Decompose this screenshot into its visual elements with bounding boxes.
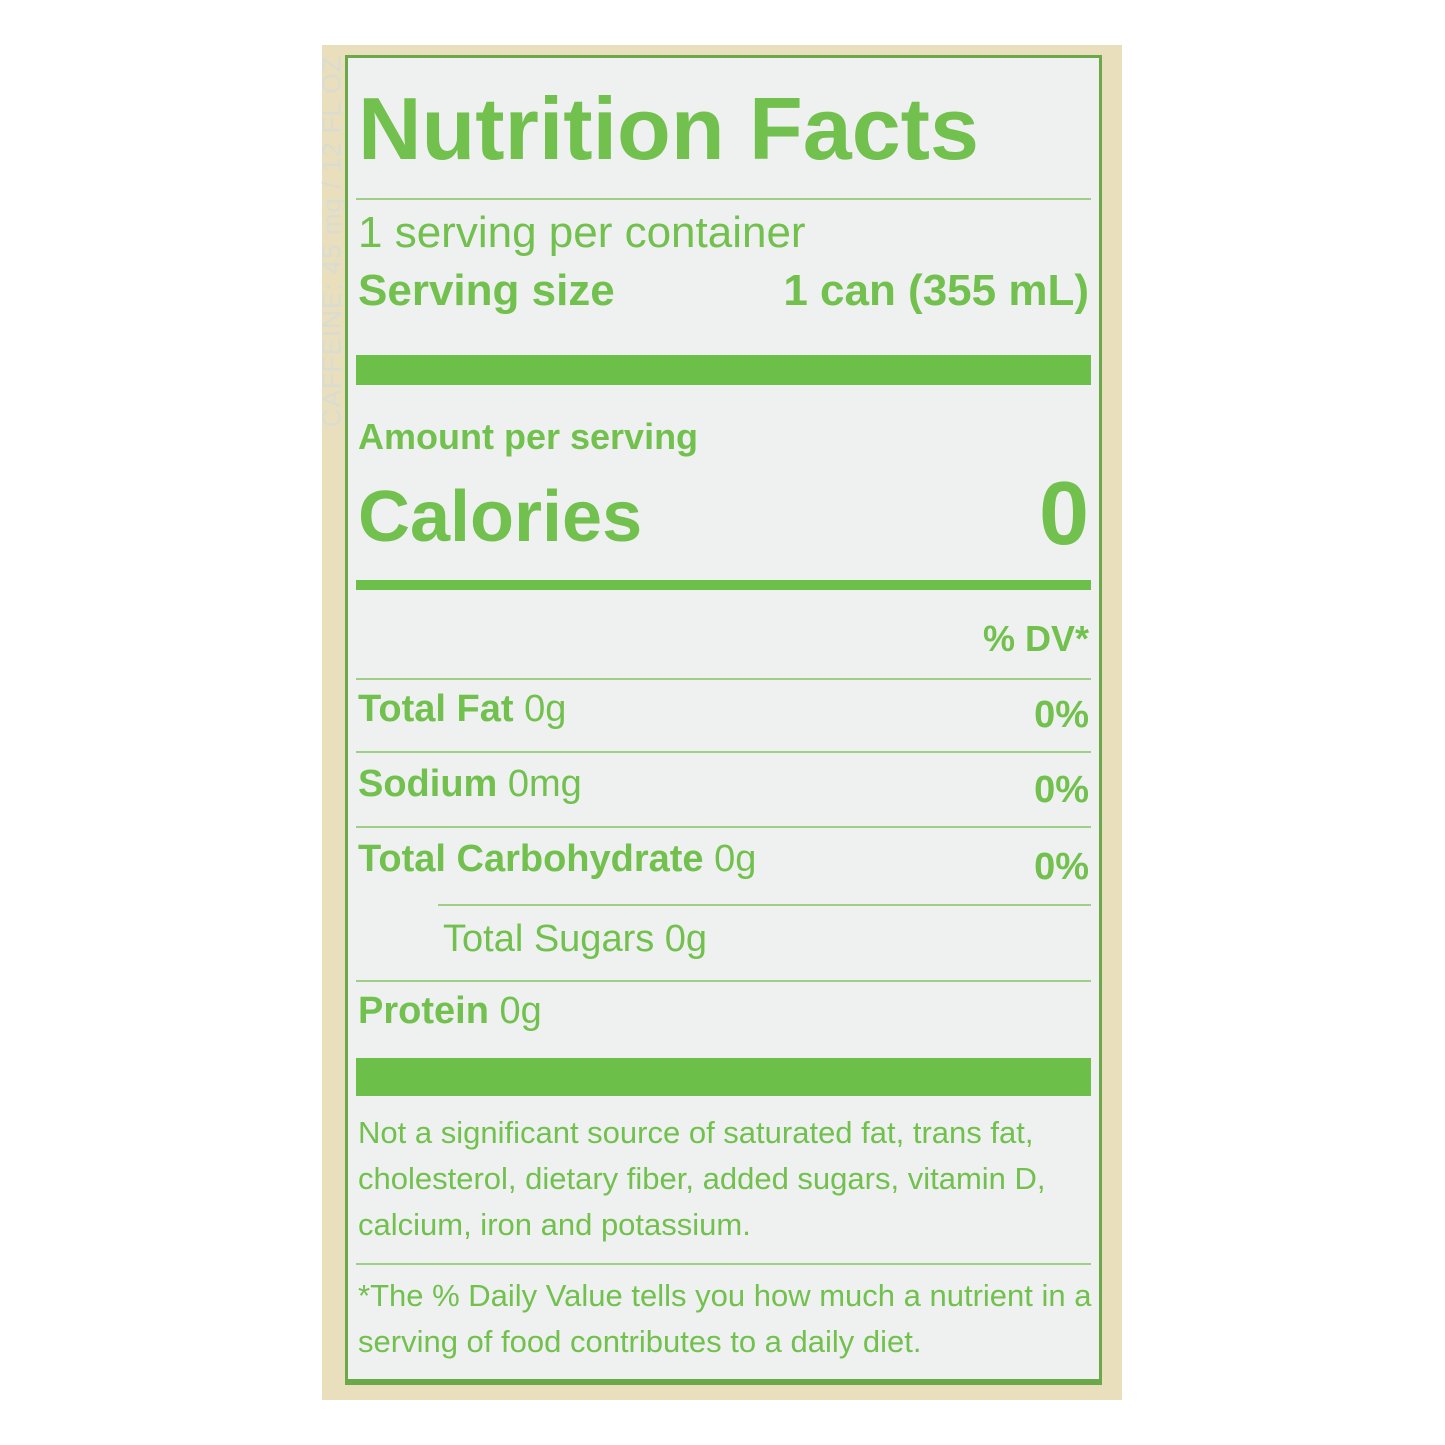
nutrient-dv: 0% <box>1034 846 1089 888</box>
nutrient-dv: 0% <box>1034 694 1089 736</box>
nutrition-facts-label: Nutrition Facts 1 serving per container … <box>345 55 1102 1385</box>
divider <box>438 904 1091 906</box>
divider <box>356 678 1091 680</box>
calories-value: 0 <box>1038 464 1089 564</box>
nutrient-sodium: Sodium 0mg <box>358 763 582 806</box>
servings-per-container: 1 serving per container <box>358 208 806 257</box>
nutrient-amount: 0g <box>714 838 757 880</box>
thick-bar <box>356 355 1091 385</box>
divider <box>356 826 1091 828</box>
nutrient-protein: Protein 0g <box>358 990 542 1033</box>
label-title: Nutrition Facts <box>358 79 979 178</box>
nutrient-name: Total Carbohydrate <box>358 838 704 880</box>
nutrient-total-sugars: Total Sugars 0g <box>443 918 707 961</box>
divider <box>356 751 1091 753</box>
nutrient-amount: 0g <box>499 990 542 1032</box>
nutrient-amount: 0mg <box>507 763 582 805</box>
daily-value-footnote: *The % Daily Value tells you how much a … <box>358 1278 1092 1359</box>
serving-size-value: 1 can (355 mL) <box>783 266 1089 315</box>
nutrient-name: Total Sugars <box>443 918 655 960</box>
divider <box>356 980 1091 982</box>
nutrient-dv: 0% <box>1034 769 1089 811</box>
caffeine-text: CAFFEINE: 45 mg / 12 FL OZ <box>316 55 347 428</box>
nutrient-amount: 0g <box>664 918 708 960</box>
nutrient-total-fat: Total Fat 0g <box>358 688 566 731</box>
divider <box>356 1263 1091 1265</box>
dv-header: % DV* <box>982 618 1089 659</box>
medium-bar <box>356 580 1091 590</box>
thick-bar <box>356 1058 1091 1096</box>
not-significant-statement: Not a significant source of saturated fa… <box>358 1115 1046 1242</box>
nutrient-name: Total Fat <box>358 688 514 730</box>
nutrient-total-carbohydrate: Total Carbohydrate 0g <box>358 838 756 881</box>
calories-label: Calories <box>358 477 643 557</box>
serving-size-label: Serving size <box>358 266 615 315</box>
nutrient-name: Sodium <box>358 763 498 805</box>
amount-per-serving: Amount per serving <box>358 416 699 457</box>
nutrient-amount: 0g <box>524 688 567 730</box>
divider <box>356 198 1091 200</box>
nutrient-name: Protein <box>358 990 489 1032</box>
